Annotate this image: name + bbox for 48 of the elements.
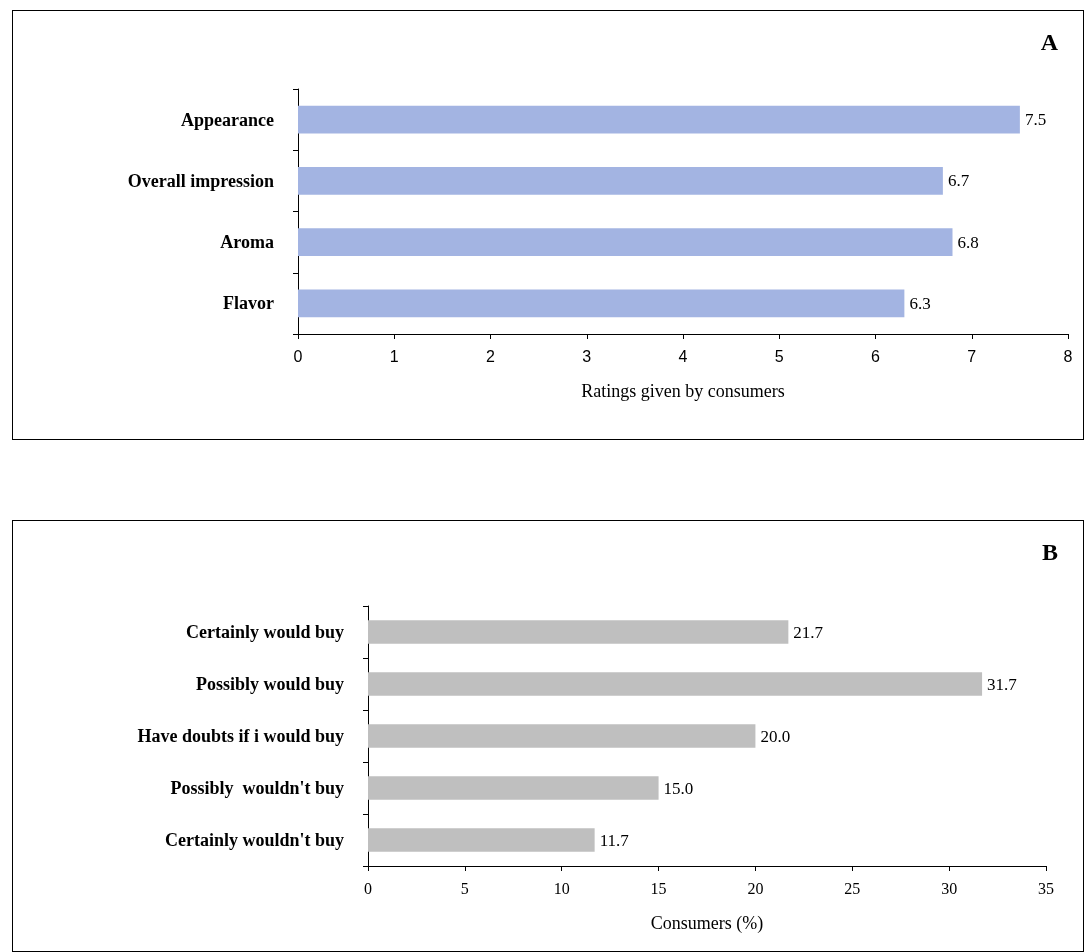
- y-tick-label: Overall impression: [127, 170, 274, 191]
- x-tick-label: 5: [460, 879, 469, 897]
- x-tick-label: 8: [1063, 347, 1073, 365]
- x-tick-label: 7: [967, 347, 977, 365]
- x-tick-label: 6: [871, 347, 881, 365]
- bar: [298, 105, 1020, 134]
- y-tick-label: Possibly wouldn't buy: [170, 778, 344, 798]
- data-label: 31.7: [987, 674, 1018, 694]
- y-tick-label: Have doubts if i would buy: [137, 726, 344, 746]
- bar: [368, 724, 756, 748]
- x-tick-label: 10: [553, 879, 570, 897]
- x-axis-title: Ratings given by consumers: [581, 381, 785, 401]
- bar: [368, 828, 595, 852]
- bar: [298, 167, 943, 195]
- x-axis-title: Consumers (%): [650, 913, 764, 934]
- y-tick-label: Flavor: [223, 293, 274, 314]
- x-tick-label: 1: [389, 347, 399, 365]
- y-tick-label: Appearance: [181, 109, 274, 130]
- bar: [368, 620, 789, 644]
- x-tick-label: 15: [650, 879, 667, 897]
- data-label: 15.0: [663, 778, 694, 798]
- bar: [368, 776, 659, 800]
- y-tick-label: Aroma: [220, 232, 274, 253]
- y-tick-label: Certainly wouldn't buy: [164, 830, 344, 850]
- x-tick-label: 5: [774, 347, 784, 365]
- x-tick-label: 35: [1038, 879, 1054, 897]
- x-tick-label: 0: [364, 879, 372, 897]
- data-label: 20.0: [760, 726, 791, 746]
- x-tick-label: 25: [844, 879, 861, 897]
- chart-title: B: [1041, 539, 1059, 565]
- data-label: 7.5: [1024, 110, 1047, 130]
- data-label: 21.7: [793, 622, 824, 642]
- y-tick-label: Certainly would buy: [185, 622, 344, 642]
- data-label: 6.3: [909, 293, 931, 313]
- bar: [298, 289, 905, 318]
- data-label: 6.7: [947, 171, 970, 191]
- chart-title: A: [1040, 29, 1059, 55]
- x-tick-label: 2: [486, 347, 496, 365]
- data-label: 6.8: [957, 232, 979, 252]
- x-tick-label: 4: [678, 347, 688, 365]
- x-tick-label: 0: [293, 347, 303, 365]
- y-tick-label: Possibly would buy: [195, 674, 344, 694]
- data-label: 11.7: [599, 830, 630, 850]
- bar: [368, 672, 983, 696]
- x-tick-label: 3: [582, 347, 592, 365]
- x-tick-label: 30: [941, 879, 958, 897]
- bar: [298, 228, 953, 256]
- x-tick-label: 20: [747, 879, 764, 897]
